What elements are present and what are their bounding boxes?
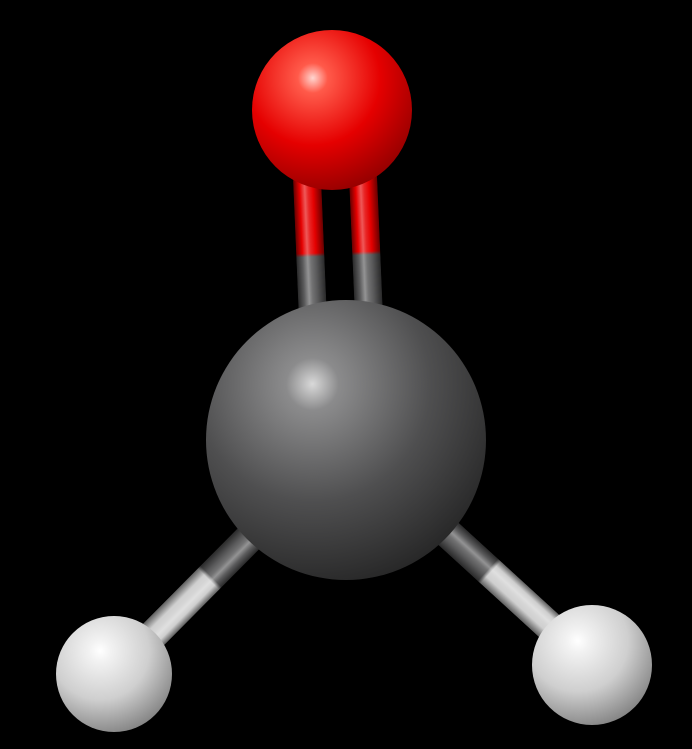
oxygen-atom (252, 30, 412, 190)
carbon-atom (206, 300, 486, 580)
hydrogen-atom (532, 605, 652, 725)
molecule-stage (0, 0, 692, 749)
hydrogen-atom (56, 616, 172, 732)
